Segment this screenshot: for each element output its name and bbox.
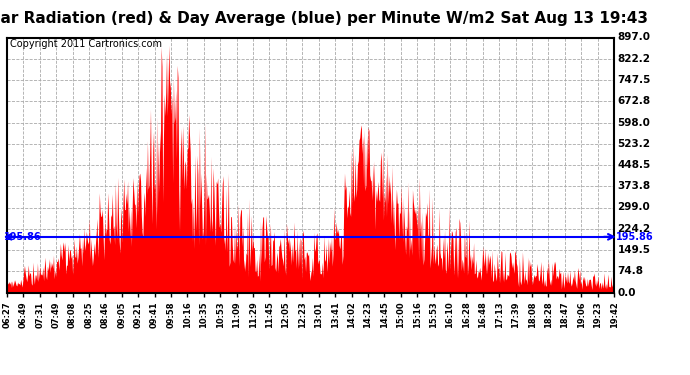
Text: 224.2: 224.2 (618, 224, 651, 234)
Text: 897.0: 897.0 (618, 33, 651, 42)
Text: Solar Radiation (red) & Day Average (blue) per Minute W/m2 Sat Aug 13 19:43: Solar Radiation (red) & Day Average (blu… (0, 11, 647, 26)
Text: 373.8: 373.8 (618, 181, 651, 191)
Text: 672.8: 672.8 (618, 96, 651, 106)
Text: 195.86: 195.86 (615, 232, 653, 242)
Text: 598.0: 598.0 (618, 117, 651, 128)
Text: 0.0: 0.0 (618, 288, 636, 297)
Text: 448.5: 448.5 (618, 160, 651, 170)
Text: Copyright 2011 Cartronics.com: Copyright 2011 Cartronics.com (10, 39, 162, 49)
Text: 195.86: 195.86 (3, 232, 41, 242)
Text: 149.5: 149.5 (618, 245, 651, 255)
Text: 299.0: 299.0 (618, 202, 650, 213)
Text: 523.2: 523.2 (618, 139, 651, 149)
Text: 822.2: 822.2 (618, 54, 651, 64)
Text: 74.8: 74.8 (618, 266, 644, 276)
Text: 747.5: 747.5 (618, 75, 651, 85)
